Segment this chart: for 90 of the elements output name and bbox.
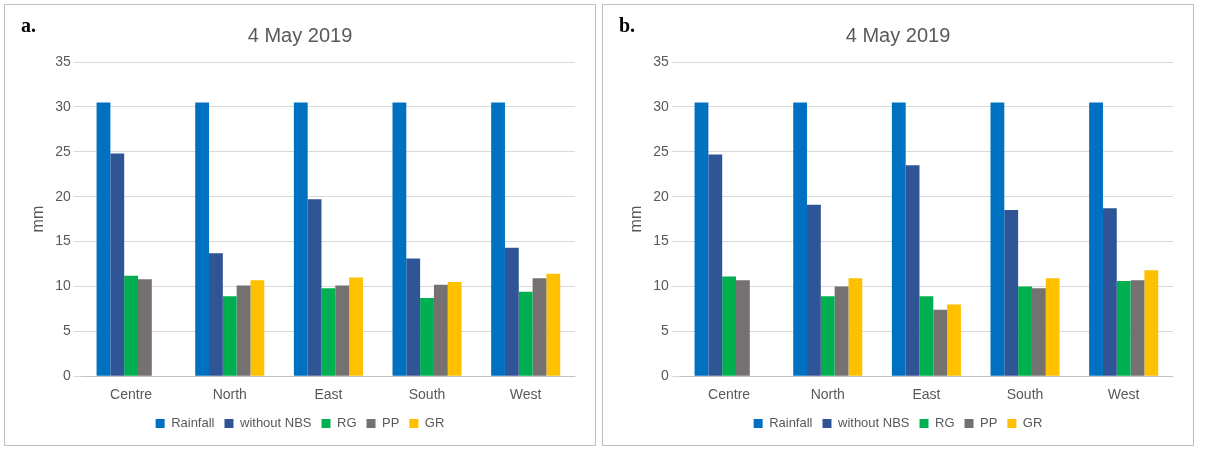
bar: [124, 275, 138, 376]
bar: [406, 258, 421, 376]
y-tick-label: 5: [660, 322, 669, 339]
legend-label: RG: [337, 415, 357, 431]
x-tick-label: East: [314, 386, 343, 403]
bar: [532, 278, 547, 376]
x-tick-label: West: [509, 386, 542, 403]
x-tick-label: Centre: [708, 386, 751, 403]
bar: [420, 298, 434, 376]
bar: [891, 102, 906, 376]
bar: [834, 286, 849, 376]
text: b.: [619, 14, 636, 37]
y-tick-label: 35: [653, 52, 669, 69]
legend-label: RG: [935, 415, 955, 431]
y-tick-label: 0: [62, 367, 71, 384]
x-tick-label: South: [1006, 386, 1044, 403]
bar: [1116, 281, 1131, 376]
bar: [1045, 278, 1060, 376]
bar: [504, 247, 519, 376]
bar: [491, 102, 505, 376]
bar: [990, 102, 1005, 376]
bar: [236, 285, 251, 376]
legend-label: GR: [424, 415, 445, 431]
bar: [820, 296, 835, 376]
bar: [209, 253, 223, 376]
bar: [433, 284, 448, 376]
text: a.: [21, 14, 36, 37]
y-axis-title: mm: [29, 205, 47, 233]
bar: [1102, 208, 1117, 376]
x-tick-label: North: [212, 386, 247, 403]
legend-label: GR: [1022, 415, 1043, 431]
legend-label: PP: [980, 415, 998, 431]
y-tick-label: 20: [653, 187, 669, 204]
bar: [905, 165, 920, 376]
legend-label: PP: [382, 415, 400, 431]
bar: [919, 296, 934, 376]
chart-title: 4 May 2019: [845, 23, 951, 46]
bar: [321, 288, 336, 376]
bar: [1031, 288, 1046, 376]
bar: [807, 204, 821, 376]
x-tick-label: North: [810, 386, 845, 403]
legend-label: Rainfall: [769, 415, 813, 431]
y-tick-label: 25: [55, 142, 71, 159]
bar: [708, 154, 723, 376]
y-tick-label: 10: [653, 277, 669, 294]
x-tick-label: Centre: [110, 386, 153, 403]
y-tick-label: 15: [653, 232, 669, 249]
y-tick-label: 5: [62, 322, 71, 339]
x-tick-label: East: [912, 386, 941, 403]
y-tick-label: 0: [660, 367, 669, 384]
chart-title: 4 May 2019: [247, 23, 353, 46]
bar: [222, 296, 237, 376]
bar: [447, 281, 462, 376]
bar: [1130, 280, 1145, 376]
legend-label: without NBS: [836, 415, 910, 431]
bar: [518, 291, 533, 376]
bar: [1004, 210, 1019, 376]
legend-label: Rainfall: [171, 415, 215, 431]
bar: [110, 153, 125, 376]
y-tick-label: 30: [653, 97, 669, 114]
x-tick-label: West: [1107, 386, 1140, 403]
bar: [1018, 286, 1032, 376]
y-axis-title: mm: [627, 205, 645, 233]
y-tick-label: 25: [653, 142, 669, 159]
bar: [546, 273, 561, 376]
y-tick-label: 15: [55, 232, 71, 249]
bar: [1144, 270, 1159, 376]
x-tick-label: South: [408, 386, 446, 403]
bar: [392, 102, 407, 376]
bar: [722, 276, 736, 376]
bar: [96, 102, 111, 376]
y-tick-label: 35: [55, 52, 71, 69]
bar: [736, 280, 750, 376]
y-tick-label: 10: [55, 277, 71, 294]
bar: [848, 278, 863, 376]
bar: [694, 102, 709, 376]
bar: [307, 199, 322, 376]
bar: [335, 285, 350, 376]
bar: [138, 279, 152, 376]
bar: [250, 280, 265, 376]
bar: [933, 309, 948, 376]
bar: [947, 304, 961, 376]
y-tick-label: 20: [55, 187, 71, 204]
bar: [1089, 102, 1103, 376]
bar: [793, 102, 808, 376]
y-tick-label: 30: [55, 97, 71, 114]
bar: [349, 277, 363, 376]
bar: [293, 102, 308, 376]
legend-label: without NBS: [238, 415, 312, 431]
bar: [195, 102, 210, 376]
